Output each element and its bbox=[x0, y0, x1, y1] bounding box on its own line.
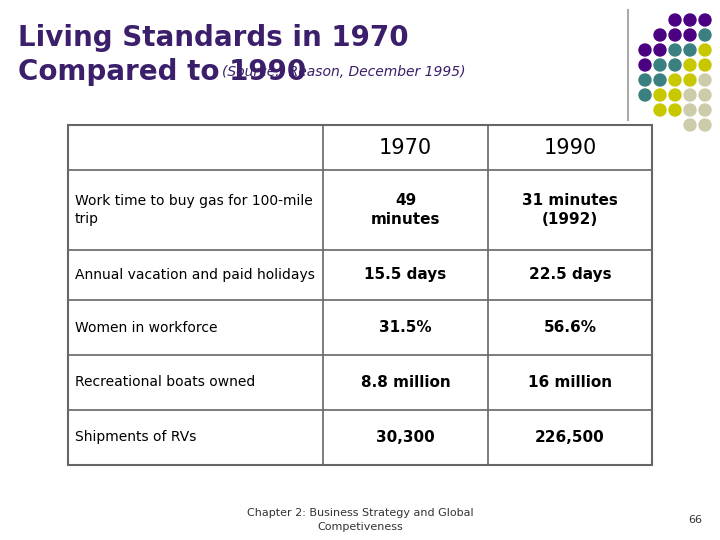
Circle shape bbox=[699, 59, 711, 71]
Text: 15.5 days: 15.5 days bbox=[364, 267, 446, 282]
Bar bbox=[68, 125, 652, 465]
Text: 30,300: 30,300 bbox=[376, 430, 435, 445]
Circle shape bbox=[684, 74, 696, 86]
Circle shape bbox=[684, 59, 696, 71]
Text: (Source:  Reason, December 1995): (Source: Reason, December 1995) bbox=[222, 65, 466, 79]
Text: 8.8 million: 8.8 million bbox=[361, 375, 451, 390]
Text: Living Standards in 1970: Living Standards in 1970 bbox=[18, 24, 409, 52]
Circle shape bbox=[654, 89, 666, 101]
Circle shape bbox=[699, 104, 711, 116]
Circle shape bbox=[669, 89, 681, 101]
Text: 66: 66 bbox=[688, 515, 702, 525]
Circle shape bbox=[669, 29, 681, 41]
Circle shape bbox=[699, 119, 711, 131]
Text: Chapter 2: Business Strategy and Global
Competiveness: Chapter 2: Business Strategy and Global … bbox=[247, 508, 473, 531]
Circle shape bbox=[669, 14, 681, 26]
Circle shape bbox=[639, 59, 651, 71]
Text: 56.6%: 56.6% bbox=[544, 320, 596, 335]
Text: 31 minutes
(1992): 31 minutes (1992) bbox=[522, 193, 618, 227]
Circle shape bbox=[699, 14, 711, 26]
Circle shape bbox=[654, 74, 666, 86]
Text: Compared to 1990: Compared to 1990 bbox=[18, 58, 306, 86]
Text: 22.5 days: 22.5 days bbox=[528, 267, 611, 282]
Circle shape bbox=[669, 74, 681, 86]
Text: 1990: 1990 bbox=[544, 138, 597, 158]
Text: 16 million: 16 million bbox=[528, 375, 612, 390]
Circle shape bbox=[654, 29, 666, 41]
Circle shape bbox=[639, 44, 651, 56]
Circle shape bbox=[669, 44, 681, 56]
Circle shape bbox=[699, 44, 711, 56]
Text: Women in workforce: Women in workforce bbox=[75, 321, 217, 334]
Circle shape bbox=[639, 74, 651, 86]
Circle shape bbox=[669, 59, 681, 71]
Text: 49
minutes: 49 minutes bbox=[371, 193, 440, 227]
Text: Shipments of RVs: Shipments of RVs bbox=[75, 430, 197, 444]
Circle shape bbox=[699, 89, 711, 101]
Text: Annual vacation and paid holidays: Annual vacation and paid holidays bbox=[75, 268, 315, 282]
Circle shape bbox=[699, 74, 711, 86]
Circle shape bbox=[684, 119, 696, 131]
Circle shape bbox=[684, 44, 696, 56]
Text: 1970: 1970 bbox=[379, 138, 432, 158]
Text: Work time to buy gas for 100-mile
trip: Work time to buy gas for 100-mile trip bbox=[75, 194, 312, 226]
Text: 226,500: 226,500 bbox=[535, 430, 605, 445]
Circle shape bbox=[654, 104, 666, 116]
Circle shape bbox=[684, 89, 696, 101]
Circle shape bbox=[684, 14, 696, 26]
Text: 31.5%: 31.5% bbox=[379, 320, 432, 335]
Circle shape bbox=[669, 104, 681, 116]
Circle shape bbox=[684, 29, 696, 41]
Circle shape bbox=[654, 44, 666, 56]
Text: Recreational boats owned: Recreational boats owned bbox=[75, 375, 256, 389]
Circle shape bbox=[654, 59, 666, 71]
Circle shape bbox=[639, 89, 651, 101]
Circle shape bbox=[699, 29, 711, 41]
Circle shape bbox=[684, 104, 696, 116]
